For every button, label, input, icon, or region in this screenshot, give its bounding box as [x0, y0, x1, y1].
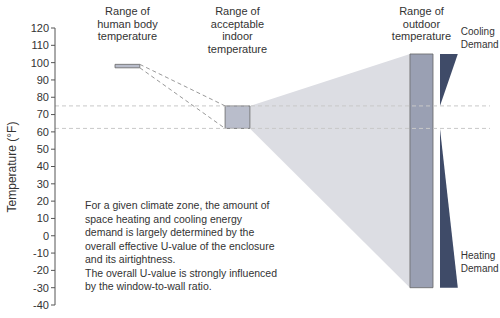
svg-text:120: 120	[31, 22, 49, 34]
html-text:For a given climate zone, the: For a given climate zone, the amount of	[85, 199, 270, 211]
svg-text:60: 60	[37, 126, 49, 138]
html-text:Heating: Heating	[460, 250, 496, 261]
svg-text:80: 80	[37, 91, 49, 103]
html-text:outdoor: outdoor	[402, 17, 441, 30]
svg-text:50: 50	[37, 143, 49, 155]
svg-text:0: 0	[43, 230, 49, 242]
html-text:space heating and cooling ener: space heating and cooling energy	[85, 212, 242, 225]
html-text:Range of: Range of	[215, 5, 260, 17]
html-text:temperature: temperature	[97, 30, 158, 42]
html-text:temperature: temperature	[391, 30, 452, 42]
html-text:Range of: Range of	[399, 5, 444, 17]
svg-text:20: 20	[37, 195, 49, 207]
svg-text:-10: -10	[33, 247, 49, 259]
html-text:Cooling: Cooling	[460, 26, 495, 37]
html-text:acceptable: acceptable	[210, 17, 265, 30]
html-text:Demand: Demand	[460, 262, 499, 274]
svg-text:30: 30	[37, 178, 49, 190]
html-text:indoor: indoor	[222, 30, 253, 42]
svg-text:10: 10	[37, 212, 49, 224]
html-text:by the window-to-wall ratio.: by the window-to-wall ratio.	[85, 280, 212, 292]
html-text:Range of: Range of	[105, 5, 150, 17]
html-text:temperature: temperature	[207, 42, 268, 55]
html-text:overall effective U-value of t: overall effective U-value of the enclosu…	[85, 239, 275, 252]
html-text:Temperature (°F): Temperature (°F)	[5, 121, 19, 212]
svg-text:110: 110	[31, 39, 49, 51]
html-text:Demand: Demand	[460, 38, 499, 50]
svg-text:-30: -30	[33, 282, 49, 294]
svg-text:70: 70	[37, 108, 49, 120]
svg-text:90: 90	[37, 74, 49, 86]
html-text:demand is largely determined b: demand is largely determined by the	[85, 226, 255, 238]
html-text:human body: human body	[97, 17, 158, 30]
svg-text:100: 100	[31, 57, 49, 69]
svg-text:-20: -20	[33, 264, 49, 276]
html-text:and its airtightness.: and its airtightness.	[85, 253, 176, 265]
svg-text:40: 40	[37, 160, 49, 172]
html-text:The overall U-value is strongl: The overall U-value is strongly influenc…	[85, 266, 277, 279]
svg-text:-40: -40	[33, 299, 49, 311]
